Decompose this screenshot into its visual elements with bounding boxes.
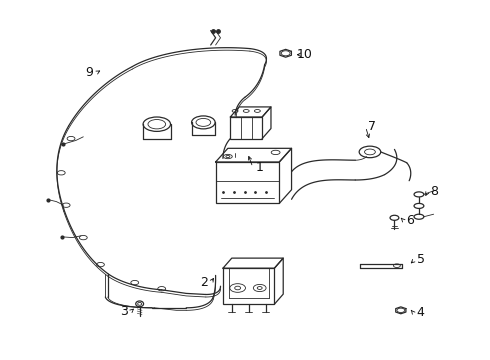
Text: 7: 7	[368, 120, 376, 133]
Text: 5: 5	[417, 253, 425, 266]
Bar	[223, 268, 274, 304]
Bar	[216, 162, 279, 203]
Text: 9: 9	[86, 66, 94, 79]
Text: 3: 3	[120, 305, 128, 318]
Text: 10: 10	[297, 48, 313, 61]
Text: 1: 1	[256, 161, 264, 174]
Bar	[230, 117, 262, 139]
Text: 6: 6	[406, 214, 414, 227]
Text: 2: 2	[200, 276, 208, 289]
Text: 4: 4	[416, 306, 424, 319]
Text: 8: 8	[431, 185, 439, 198]
